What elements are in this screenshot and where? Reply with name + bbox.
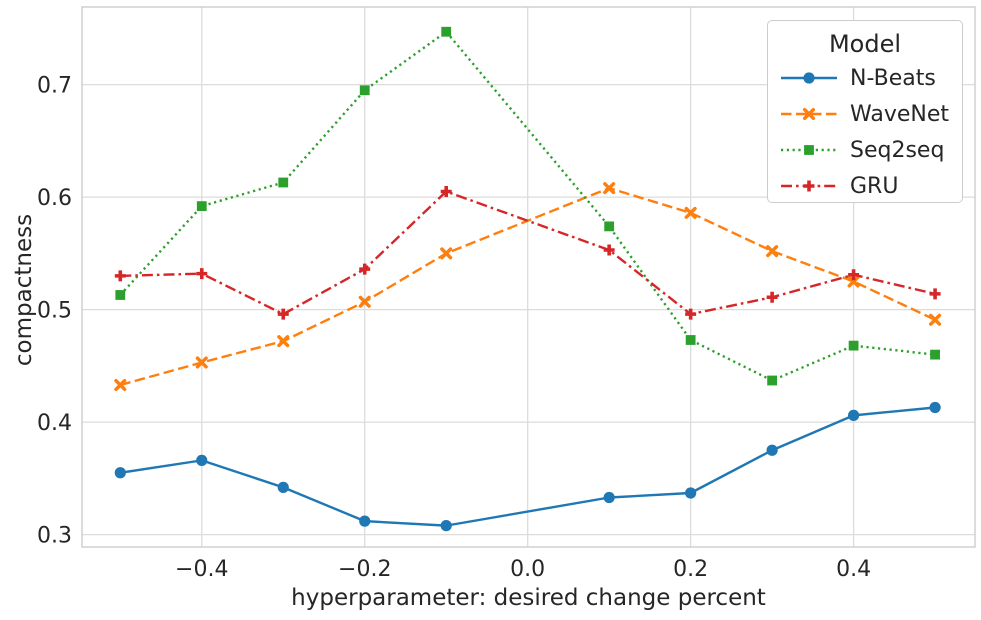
legend-items: N-Beats WaveNet Seq2seq GRU xyxy=(780,60,962,204)
legend-item-nbeats: N-Beats xyxy=(780,60,962,96)
y-tick-label: 0.6 xyxy=(37,186,72,211)
x-axis-label: hyperparameter: desired change percent xyxy=(291,585,766,611)
data-point-wavenet xyxy=(603,182,616,195)
legend-item-label: Seq2seq xyxy=(850,137,945,163)
legend: Model N-Beats WaveNet Seq2seq GRU xyxy=(767,20,963,203)
x-tick-label: 0.2 xyxy=(673,557,708,582)
data-point-nbeats xyxy=(196,454,208,466)
data-point-nbeats xyxy=(440,520,452,532)
data-point-gru xyxy=(359,263,371,275)
legend-item-seq2seq: Seq2seq xyxy=(780,132,962,168)
y-tick-label: 0.4 xyxy=(37,411,72,436)
data-point-nbeats xyxy=(766,444,778,456)
data-point-gru xyxy=(440,186,452,197)
data-point-nbeats xyxy=(603,491,615,504)
data-point-gru xyxy=(848,269,860,281)
x-tick-label: −0.2 xyxy=(338,557,391,582)
series-line-nbeats xyxy=(120,406,936,527)
data-point-gru xyxy=(603,244,615,256)
data-point-gru xyxy=(766,291,778,303)
legend-sample-marker xyxy=(803,180,815,192)
data-point-seq2seq xyxy=(930,349,940,360)
data-point-nbeats xyxy=(359,515,371,527)
data-point-wavenet xyxy=(440,247,453,260)
legend-sample-marker xyxy=(803,72,815,84)
legend-item-gru: GRU xyxy=(780,168,962,204)
data-point-seq2seq xyxy=(115,290,126,300)
data-point-seq2seq xyxy=(441,26,452,37)
data-point-seq2seq xyxy=(767,375,778,386)
legend-title: Model xyxy=(828,30,902,58)
data-point-nbeats xyxy=(847,409,860,421)
legend-sample-marker xyxy=(802,107,816,121)
y-tick-label: 0.7 xyxy=(37,74,72,99)
data-point-seq2seq xyxy=(685,335,696,345)
data-point-gru xyxy=(196,268,208,280)
legend-item-wavenet: WaveNet xyxy=(780,96,962,132)
legend-line-sample xyxy=(781,145,837,155)
data-point-seq2seq xyxy=(604,221,615,232)
x-tick-label: 0.0 xyxy=(510,557,545,582)
data-point-wavenet xyxy=(195,356,208,369)
series-line-seq2seq xyxy=(119,30,936,382)
data-point-wavenet xyxy=(358,295,371,308)
legend-line-sample xyxy=(781,72,837,84)
data-point-seq2seq xyxy=(359,85,370,96)
data-point-nbeats xyxy=(277,481,289,493)
legend-line-sample xyxy=(781,180,837,192)
series-line-wavenet xyxy=(119,186,936,387)
data-point-nbeats xyxy=(929,401,941,414)
x-tick-label: 0.4 xyxy=(836,557,871,582)
data-point-gru xyxy=(114,270,126,282)
y-tick-label: 0.5 xyxy=(37,299,72,324)
data-point-nbeats xyxy=(685,487,697,499)
data-point-gru xyxy=(685,308,697,320)
y-tick-label: 0.3 xyxy=(37,524,72,549)
data-point-gru xyxy=(929,288,941,300)
legend-item-label: WaveNet xyxy=(850,101,949,127)
series-line-gru xyxy=(120,190,936,316)
data-point-wavenet xyxy=(929,313,942,326)
data-point-wavenet xyxy=(847,275,860,288)
y-axis-label: compactness xyxy=(11,213,37,367)
data-point-wavenet xyxy=(766,245,779,258)
data-point-seq2seq xyxy=(848,340,859,351)
legend-item-label: GRU xyxy=(850,173,899,199)
data-point-seq2seq xyxy=(278,177,289,188)
legend-line-sample xyxy=(781,107,837,121)
data-point-seq2seq xyxy=(196,201,207,212)
data-point-wavenet xyxy=(114,378,127,392)
data-point-nbeats xyxy=(114,467,126,479)
x-tick-label: −0.4 xyxy=(175,557,228,582)
legend-sample-marker xyxy=(804,145,814,155)
legend-item-label: N-Beats xyxy=(850,65,936,91)
data-point-wavenet xyxy=(684,206,697,219)
plot-border xyxy=(81,6,976,548)
data-point-gru xyxy=(277,308,289,320)
data-point-wavenet xyxy=(277,335,290,348)
